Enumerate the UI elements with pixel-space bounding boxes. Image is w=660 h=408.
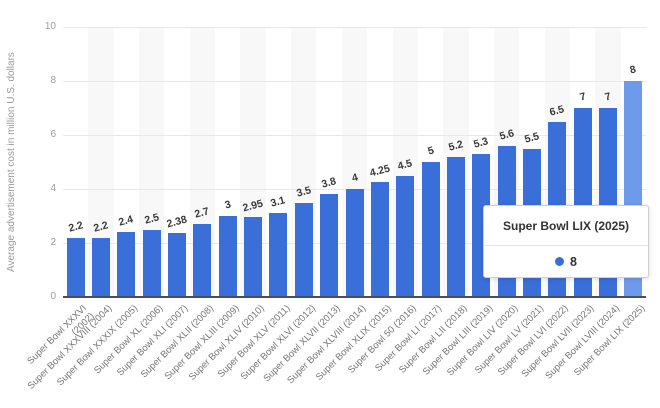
bar[interactable]: [345, 189, 364, 297]
x-axis-line: [63, 296, 646, 298]
bar[interactable]: [66, 237, 85, 297]
bar[interactable]: [193, 224, 212, 297]
series-marker-dot: [555, 257, 565, 266]
gridline: [63, 81, 646, 82]
y-axis-title: Average advertisement cost in million U.…: [6, 52, 17, 272]
y-tick-label: 6: [50, 129, 56, 140]
bar[interactable]: [421, 162, 440, 297]
y-tick-label: 4: [50, 183, 56, 194]
tooltip-value: 8: [570, 254, 577, 269]
bar[interactable]: [446, 156, 465, 297]
bar[interactable]: [294, 202, 313, 297]
bar[interactable]: [142, 229, 161, 297]
bar[interactable]: [244, 217, 263, 297]
tooltip: Super Bowl LIX (2025) 8: [483, 205, 649, 278]
bar[interactable]: [396, 175, 415, 297]
y-tick-label: 0: [50, 291, 56, 302]
gridline: [63, 135, 646, 136]
bar[interactable]: [269, 213, 288, 297]
bar[interactable]: [218, 216, 237, 297]
bar[interactable]: [320, 194, 339, 297]
y-tick-label: 10: [44, 21, 56, 32]
gridline: [63, 27, 646, 28]
bar[interactable]: [92, 237, 111, 297]
tooltip-value-row: 8: [484, 246, 648, 277]
bar[interactable]: [117, 232, 136, 297]
bar[interactable]: [168, 232, 187, 297]
bar[interactable]: [370, 182, 389, 297]
tooltip-title: Super Bowl LIX (2025): [484, 206, 648, 246]
y-tick-label: 2: [50, 237, 56, 248]
y-tick-label: 8: [50, 75, 56, 86]
